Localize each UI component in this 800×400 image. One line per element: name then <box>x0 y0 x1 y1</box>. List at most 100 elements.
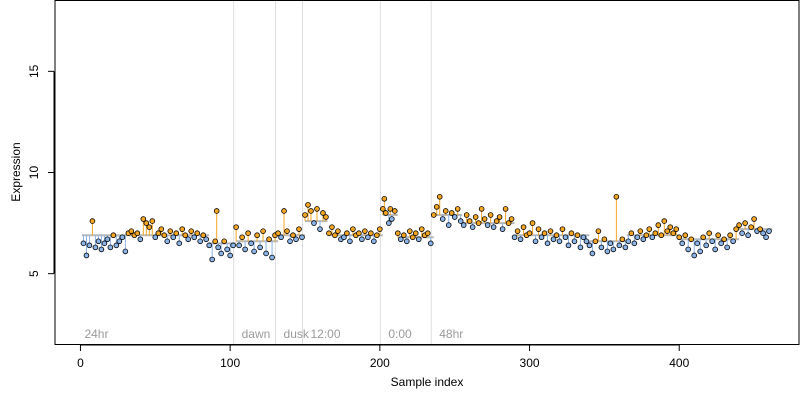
data-point <box>532 238 539 245</box>
data-point <box>371 238 377 245</box>
data-point <box>122 248 129 255</box>
x-axis-title: Sample index <box>391 375 464 389</box>
data-point <box>266 236 272 243</box>
data-point <box>158 226 165 232</box>
data-point <box>718 240 724 247</box>
data-point <box>685 246 692 253</box>
data-point <box>652 230 659 237</box>
data-point <box>430 212 437 218</box>
data-point <box>670 230 677 237</box>
data-point <box>622 244 629 251</box>
data-point <box>493 218 500 224</box>
data-point <box>347 238 353 245</box>
phase-label: 24hr <box>84 327 108 341</box>
data-point <box>191 234 198 241</box>
data-point <box>574 232 581 239</box>
data-point <box>598 244 605 251</box>
data-point <box>628 230 635 237</box>
data-point <box>706 230 712 237</box>
data-point <box>766 228 772 234</box>
data-point <box>197 238 204 245</box>
data-point <box>511 234 518 241</box>
data-point <box>368 230 374 237</box>
data-point <box>565 242 572 249</box>
data-point <box>380 206 386 212</box>
data-point <box>257 244 263 251</box>
data-point <box>387 206 394 212</box>
data-point <box>251 248 257 255</box>
data-point <box>406 228 413 234</box>
data-point <box>538 234 545 241</box>
data-point <box>679 240 686 247</box>
data-point <box>739 230 745 237</box>
data-point <box>547 228 554 234</box>
data-point <box>550 236 557 243</box>
data-point <box>460 222 467 228</box>
data-point <box>146 224 153 230</box>
data-point <box>559 226 566 232</box>
data-point <box>658 232 665 239</box>
data-point <box>320 210 326 216</box>
data-point <box>263 250 269 257</box>
data-point <box>161 232 168 239</box>
data-point <box>454 206 461 212</box>
data-point <box>221 238 227 245</box>
data-point <box>137 236 144 243</box>
data-point <box>386 220 392 226</box>
data-point <box>439 216 446 222</box>
phase-label: 0:00 <box>388 327 412 341</box>
data-point <box>457 218 464 224</box>
data-point <box>478 206 485 212</box>
data-point <box>535 226 542 232</box>
data-point <box>95 238 102 245</box>
data-point <box>571 238 578 245</box>
data-point <box>134 230 141 237</box>
data-point <box>377 226 383 232</box>
data-point <box>502 206 509 212</box>
data-point <box>625 238 632 245</box>
data-point <box>541 230 548 237</box>
data-point <box>682 232 689 239</box>
data-point <box>359 236 365 243</box>
data-point <box>374 232 380 239</box>
data-point <box>748 224 754 230</box>
phase-labels: 24hr dawn dusk 12:00 0:00 48hr <box>84 327 463 341</box>
data-point <box>227 252 233 259</box>
data-point <box>607 240 614 247</box>
data-point <box>466 218 473 224</box>
data-point <box>203 236 209 243</box>
data-point <box>724 244 730 251</box>
data-point <box>239 234 245 241</box>
data-point <box>308 208 314 214</box>
x-tick-label: 300 <box>520 356 540 370</box>
data-point <box>89 218 96 224</box>
data-point <box>715 232 721 239</box>
data-point <box>469 224 476 230</box>
data-point <box>517 236 524 243</box>
data-point <box>727 232 733 239</box>
data-point <box>691 252 698 259</box>
phase-label: 48hr <box>439 327 463 341</box>
data-point <box>167 228 174 234</box>
data-point <box>661 218 668 224</box>
data-point <box>293 236 299 243</box>
data-point <box>152 234 159 241</box>
data-point <box>601 236 608 243</box>
data-point <box>185 236 192 243</box>
data-point <box>604 248 611 255</box>
data-point <box>314 206 320 212</box>
data-point <box>436 193 443 200</box>
data-point <box>269 254 275 261</box>
data-point <box>448 210 455 216</box>
data-point <box>760 230 766 237</box>
data-point <box>700 234 706 241</box>
data-point <box>110 232 117 239</box>
data-point <box>305 202 311 208</box>
data-point <box>119 234 126 241</box>
data-point <box>694 240 701 247</box>
data-point <box>637 228 644 234</box>
data-point <box>356 230 362 237</box>
data-point <box>350 226 356 232</box>
data-point <box>182 232 189 239</box>
data-point <box>323 214 329 220</box>
